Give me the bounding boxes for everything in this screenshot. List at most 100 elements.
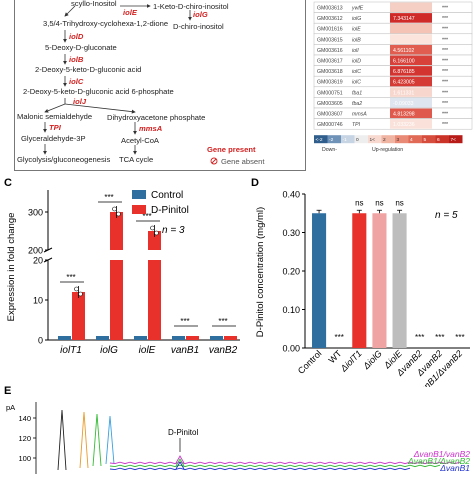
heatmap-row-sig: *** <box>442 112 448 118</box>
c-sig-text: *** <box>66 273 75 282</box>
gene-absent-icon <box>210 157 218 165</box>
c-point <box>78 291 83 297</box>
scale-swatch <box>435 135 449 144</box>
scale-swatch <box>368 135 382 144</box>
c-y-tick-label: 0 <box>38 336 43 346</box>
e-trace-label: ΔvanB1/vanB2 <box>413 449 471 459</box>
scale-label: 7< <box>451 137 457 143</box>
c-y-axis-label: Expression in fold change <box>6 213 17 322</box>
heatmap-row-id: GM000746 <box>317 122 343 128</box>
heatmap-cell-value: 6.423005 <box>393 80 415 86</box>
heatmap-row-gene: fba1 <box>352 90 362 96</box>
scale-label: <-2 <box>316 137 323 143</box>
node-glyceraldehyde: Glyceraldehyde-3P <box>21 134 86 143</box>
heatmap-row-gene: iolI <box>352 48 359 54</box>
c-bar <box>110 212 123 250</box>
heatmap-row-gene: iolG <box>352 16 361 22</box>
c-sig-text: *** <box>180 317 189 326</box>
panel-d-svg: D 0.00 0.10 0.20 0.30 0.40 D-Pinitol concentra… <box>251 177 470 403</box>
node-deoxy-keto-gluconic: 2-Deoxy-5-keto-D-gluconic acid <box>35 65 142 74</box>
gene-TPI: TPI <box>49 123 61 132</box>
heatmap-row-sig: *** <box>442 37 448 43</box>
heatmap-row-id: GM003615 <box>317 37 343 43</box>
heatmap-row-gene: iolC <box>352 69 361 75</box>
node-glycolysis: Glycolysis/gluconeogenesis <box>17 155 111 164</box>
c-bar <box>96 336 109 340</box>
scale-label: 3 <box>397 137 400 143</box>
scale-swatch <box>354 135 368 144</box>
gene-mmsA: mmsA <box>139 124 163 133</box>
heatmap-row-gene: iolB <box>352 37 361 43</box>
heatmap-row-sig: *** <box>442 90 448 96</box>
c-legend-label: Control <box>151 190 183 201</box>
node-phosphate: 2-Deoxy-5-keto-D-gluconic acid 6-phospha… <box>23 87 174 96</box>
scale-swatch <box>327 135 341 144</box>
d-annotation: ns <box>375 198 383 207</box>
c-y-tick-label: 200 <box>28 246 43 256</box>
scale-swatch <box>449 135 463 144</box>
heatmap-cell <box>390 66 432 76</box>
c-point <box>154 230 159 236</box>
e-solvent-peak <box>105 415 115 465</box>
c-sig-text: *** <box>142 212 151 221</box>
c-n-text: n = 3 <box>162 225 185 236</box>
heatmap-cell-value: 4.813298 <box>393 112 415 118</box>
d-x-tick-label: ΔiolG <box>360 348 383 371</box>
gene-iolG: iolG <box>193 10 208 19</box>
d-annotation: *** <box>335 333 344 342</box>
heatmap-svg: GM003613 ywfE *** GM003612 iolG 7.343147 *** GM… <box>313 1 473 153</box>
heatmap-cell-value: -0.09033 <box>393 101 414 107</box>
e-y-tick-label: 100 <box>18 454 31 463</box>
c-legend-swatch <box>132 190 146 199</box>
c-legend-swatch <box>132 205 146 214</box>
heatmap-cell-value: 1.611331 <box>393 90 414 96</box>
c-y-tick-label: 300 <box>28 208 43 218</box>
c-point <box>150 225 155 231</box>
panel-d-label: D <box>251 177 259 189</box>
c-x-tick-label: iolE <box>139 345 156 356</box>
e-y-tick-label: 120 <box>18 434 31 443</box>
heatmap-row-sig: *** <box>442 69 448 75</box>
heatmap-row-gene: ywfE <box>351 6 364 12</box>
c-x-tick-label: vanB1 <box>171 345 199 356</box>
scale-down-label: Down- <box>322 147 337 153</box>
e-trace-peak <box>175 458 185 467</box>
scale-label: -2 <box>329 137 334 143</box>
c-legend-label: D-Pinitol <box>151 205 189 216</box>
heatmap-row-id: GM003619 <box>317 80 343 86</box>
scale-swatch <box>314 135 328 144</box>
e-trace-peak <box>175 461 185 470</box>
c-point <box>116 211 121 217</box>
e-y-axis-label: pA <box>6 403 15 412</box>
d-x-tick-label: Control <box>296 348 324 376</box>
c-bar <box>210 336 223 340</box>
heatmap-row-gene: iolC <box>352 80 361 86</box>
node-trihydroxy: 3,5/4-Trihydroxy-cyclohexa-1,2-dione <box>43 19 169 28</box>
d-y-axis-label: D-Pinitol concentration (mg/ml) <box>255 207 266 337</box>
heatmap-row-sig: *** <box>442 16 448 22</box>
gene-iolC: iolC <box>69 77 84 86</box>
scale-label: 2 <box>383 137 386 143</box>
node-chiro: D-chiro-inositol <box>173 22 224 31</box>
heatmap-row-id: GM003618 <box>317 69 343 75</box>
d-annotation: ns <box>395 198 403 207</box>
heatmap-row-id: GM000751 <box>317 90 343 96</box>
heatmap-row-gene: fba2 <box>352 101 362 107</box>
heatmap-row-id: GM003613 <box>317 6 343 12</box>
node-keto-chiro: 1-Keto-D-chiro-inositol <box>153 2 229 11</box>
heatmap-row-gene: mmsA <box>352 112 367 118</box>
c-sig-text: *** <box>218 317 227 326</box>
heatmap-row-id: GM003605 <box>317 101 343 107</box>
d-annotation: *** <box>415 333 424 342</box>
d-y-tick-label: 0.20 <box>282 267 300 277</box>
panel-c-chart: C 0 10 20 200 300 Expression in fold change ***… <box>0 172 245 387</box>
heatmap-row-sig: *** <box>442 80 448 86</box>
heatmap-cell <box>390 108 432 119</box>
d-y-tick-label: 0.00 <box>282 344 300 354</box>
d-y-tick-label: 0.40 <box>282 190 300 200</box>
heatmap-cell <box>390 97 432 108</box>
legend-gene-absent: Gene absent <box>221 157 265 166</box>
heatmap-row-id: GM001616 <box>317 27 343 33</box>
c-bar <box>148 231 161 250</box>
